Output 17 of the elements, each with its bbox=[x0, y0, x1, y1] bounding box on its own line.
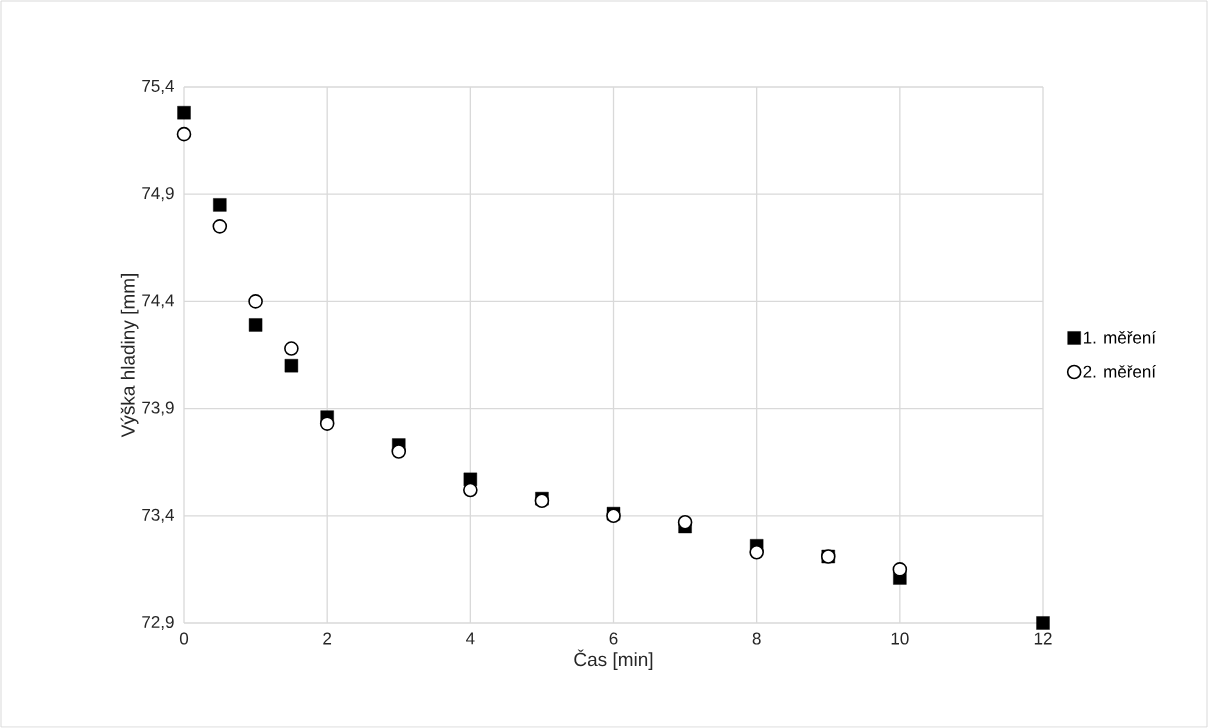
y-tick-label: 73,9 bbox=[142, 401, 174, 416]
y-tick-label: 74,9 bbox=[142, 187, 174, 202]
x-axis-title: Čas [min] bbox=[574, 649, 653, 670]
x-tick-label: 0 bbox=[179, 632, 189, 645]
legend-label: 2. měření bbox=[1083, 364, 1156, 378]
x-tick-label: 12 bbox=[1034, 632, 1052, 645]
x-tick-label: 6 bbox=[609, 632, 618, 645]
y-tick-label: 74,4 bbox=[142, 294, 174, 309]
y-tick-label: 72,9 bbox=[142, 615, 174, 631]
x-tick-label: 8 bbox=[752, 632, 761, 645]
x-tick-label: 2 bbox=[323, 632, 332, 645]
x-tick-label: 4 bbox=[466, 632, 475, 645]
x-tick-label: 10 bbox=[891, 632, 909, 645]
legend-label: 1. měření bbox=[1083, 330, 1156, 344]
y-tick-label: 73,4 bbox=[142, 508, 174, 523]
y-axis-title: Výška hladiny [mm] bbox=[120, 274, 139, 438]
y-tick-label: 75,4 bbox=[142, 80, 174, 94]
